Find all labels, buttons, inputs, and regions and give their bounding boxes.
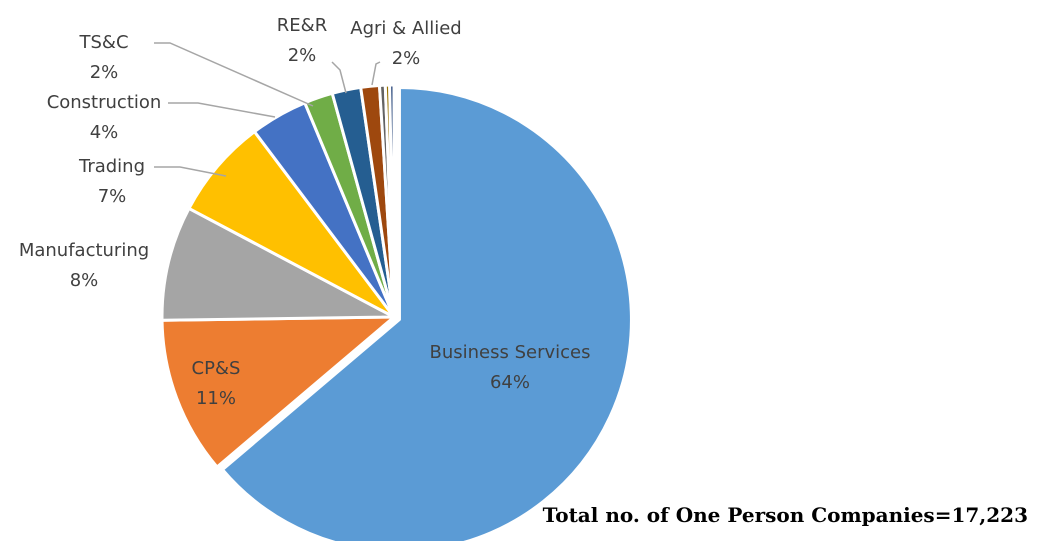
labels-layer: Business Services 64% CP&S 11% Manufacturing…: [19, 15, 591, 409]
pie-slice-trading: [187, 130, 396, 319]
slice-value-agri-and-allied: 2%: [392, 48, 421, 69]
leader-line-construction: [168, 102, 276, 118]
pie-slice-other: [388, 83, 396, 319]
slice-label-tsandc: TS&C: [78, 32, 128, 53]
pie-slice-manufacturing: [160, 206, 396, 322]
slice-label-business-services: Business Services: [430, 342, 591, 363]
slice-label-agri-and-allied: Agri & Allied: [350, 18, 461, 39]
slice-value-manufacturing: 8%: [70, 270, 99, 291]
slice-value-reandr: 2%: [288, 45, 317, 66]
leader-line-reandr: [331, 61, 347, 94]
slice-label-construction: Construction: [47, 92, 162, 113]
pie-slice-business-services: [220, 86, 633, 541]
slice-value-construction: 4%: [90, 122, 119, 143]
slice-value-business-services: 64%: [490, 372, 530, 393]
total-companies-note: Total no. of One Person Companies=17,223: [542, 503, 1028, 527]
leader-line-agri-and-allied: [371, 61, 381, 86]
slice-value-trading: 7%: [98, 186, 127, 207]
slice-label-manufacturing: Manufacturing: [19, 240, 149, 261]
pie-slice-cpands: [160, 315, 396, 469]
leader-line-tsandc: [154, 42, 314, 107]
slices-layer: [160, 83, 633, 541]
leader-lines-layer: [154, 42, 381, 177]
slice-value-tsandc: 2%: [90, 62, 119, 83]
slice-label-trading: Trading: [78, 156, 145, 177]
slice-value-cpands: 11%: [196, 388, 236, 409]
slice-label-reandr: RE&R: [277, 15, 327, 36]
slice-label-cpands: CP&S: [192, 358, 241, 379]
leader-line-trading: [154, 166, 227, 177]
